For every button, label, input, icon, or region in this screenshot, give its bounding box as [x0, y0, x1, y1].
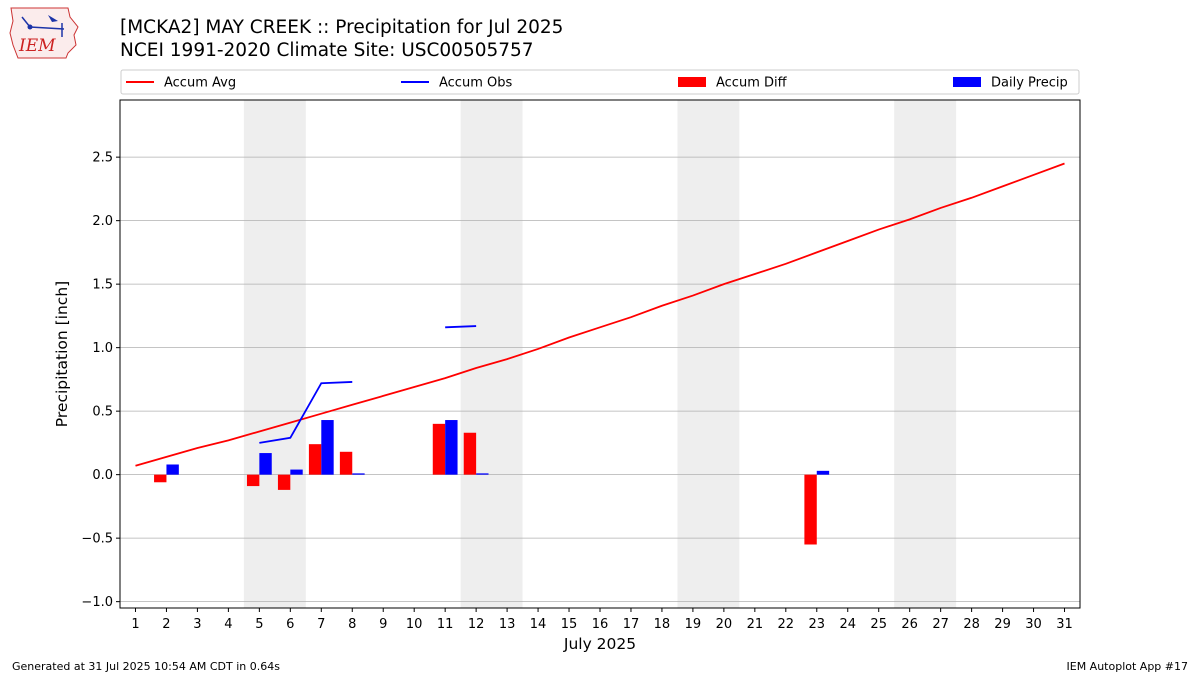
legend-label: Daily Precip — [991, 76, 1068, 91]
daily-precip-bar — [290, 469, 303, 475]
iem-logo: IEM — [9, 7, 79, 59]
x-tick-label: 3 — [193, 617, 201, 632]
daily-precip-bar — [352, 473, 365, 475]
y-axis-label: Precipitation [inch] — [53, 281, 71, 427]
accum-diff-bar — [432, 423, 446, 475]
x-tick-label: 10 — [406, 617, 423, 632]
x-tick-label: 12 — [468, 617, 485, 632]
accum-avg-line — [135, 162, 1065, 467]
accum-diff-bar — [463, 432, 477, 475]
x-tick-label: 16 — [592, 617, 609, 632]
x-axis-label: July 2025 — [563, 635, 636, 653]
legend-box — [120, 69, 1080, 95]
x-tick-label: 19 — [685, 617, 702, 632]
y-tick-label: 2.0 — [92, 214, 113, 229]
daily-precip-bar — [476, 473, 489, 475]
y-tick-label: 1.5 — [92, 278, 113, 293]
x-tick-label: 25 — [870, 617, 887, 632]
x-tick-label: 5 — [255, 617, 263, 632]
accum-diff-bar — [154, 474, 167, 483]
x-tick-label: 30 — [1025, 617, 1042, 632]
footer-generated: Generated at 31 Jul 2025 10:54 AM CDT in… — [12, 660, 280, 673]
x-tick-label: 4 — [224, 617, 232, 632]
daily-precip-bar — [445, 420, 458, 475]
x-tick-label: 23 — [809, 617, 826, 632]
legend-label: Accum Diff — [716, 76, 788, 91]
weekend-shading — [243, 100, 957, 608]
x-tick-label: 24 — [839, 617, 856, 632]
y-tick-label: 1.0 — [92, 341, 113, 356]
chart-subtitle: NCEI 1991-2020 Climate Site: USC00505757 — [120, 40, 534, 61]
legend-label: Accum Obs — [439, 76, 512, 91]
x-tick-label: 29 — [994, 617, 1011, 632]
accum-diff-bar — [339, 451, 353, 475]
daily-precip-bar — [166, 464, 179, 475]
x-tick-label: 17 — [623, 617, 640, 632]
x-tick-label: 20 — [716, 617, 733, 632]
legend: Accum Avg Accum Obs Accum Diff Daily Precip — [120, 69, 1080, 95]
x-tick-label: 26 — [901, 617, 918, 632]
weekend-band-1 — [243, 100, 306, 608]
bars — [154, 420, 830, 545]
x-tick-label: 11 — [437, 617, 454, 632]
y-axis-ticks: −1.0 −0.5 0.0 0.5 1.0 1.5 2.0 2.5 — [81, 151, 120, 610]
x-tick-label: 18 — [654, 617, 671, 632]
legend-swatch — [953, 77, 981, 87]
gridlines — [120, 156, 1080, 603]
accum-diff-bar — [246, 474, 260, 487]
x-tick-label: 9 — [379, 617, 387, 632]
legend-label: Accum Avg — [164, 76, 236, 91]
x-tick-label: 1 — [131, 617, 139, 632]
daily-precip-bar — [321, 420, 334, 475]
y-tick-label: −0.5 — [81, 532, 113, 547]
y-tick-label: 2.5 — [92, 151, 113, 166]
daily-precip-bar — [259, 453, 272, 475]
logo-text: IEM — [18, 36, 56, 56]
x-tick-label: 31 — [1056, 617, 1073, 632]
weekend-band-3 — [677, 100, 740, 608]
accum-diff-bar — [308, 444, 322, 475]
accum-diff-bar — [277, 474, 291, 490]
weekend-band-4 — [894, 100, 957, 608]
x-tick-label: 2 — [162, 617, 170, 632]
footer-app: IEM Autoplot App #17 — [1066, 660, 1189, 673]
y-tick-label: −1.0 — [81, 595, 113, 610]
x-tick-label: 28 — [963, 617, 980, 632]
x-tick-label: 22 — [778, 617, 795, 632]
y-tick-label: 0.0 — [92, 468, 113, 483]
legend-swatch — [678, 77, 706, 87]
chart-title: [MCKA2] MAY CREEK :: Precipitation for J… — [120, 17, 564, 38]
daily-precip-bar — [816, 470, 830, 475]
x-tick-label: 14 — [530, 617, 547, 632]
x-tick-label: 27 — [932, 617, 949, 632]
accum-diff-bar — [804, 474, 817, 545]
x-axis-ticks: 1 2 3 4 5 6 7 8 9 10 11 12 13 14 15 16 17 18 19 20 21 22 23 24 2… — [131, 608, 1073, 632]
x-tick-label: 6 — [286, 617, 294, 632]
y-tick-label: 0.5 — [92, 405, 113, 420]
series-lines — [135, 162, 1065, 467]
x-tick-label: 7 — [317, 617, 325, 632]
x-tick-label: 21 — [747, 617, 764, 632]
x-tick-label: 13 — [499, 617, 516, 632]
accum-obs-line — [445, 325, 477, 329]
iowa-outline-icon — [9, 7, 79, 59]
x-tick-label: 15 — [561, 617, 578, 632]
weekend-band-2 — [460, 100, 523, 608]
x-tick-label: 8 — [348, 617, 356, 632]
accum-obs-line — [259, 381, 353, 444]
